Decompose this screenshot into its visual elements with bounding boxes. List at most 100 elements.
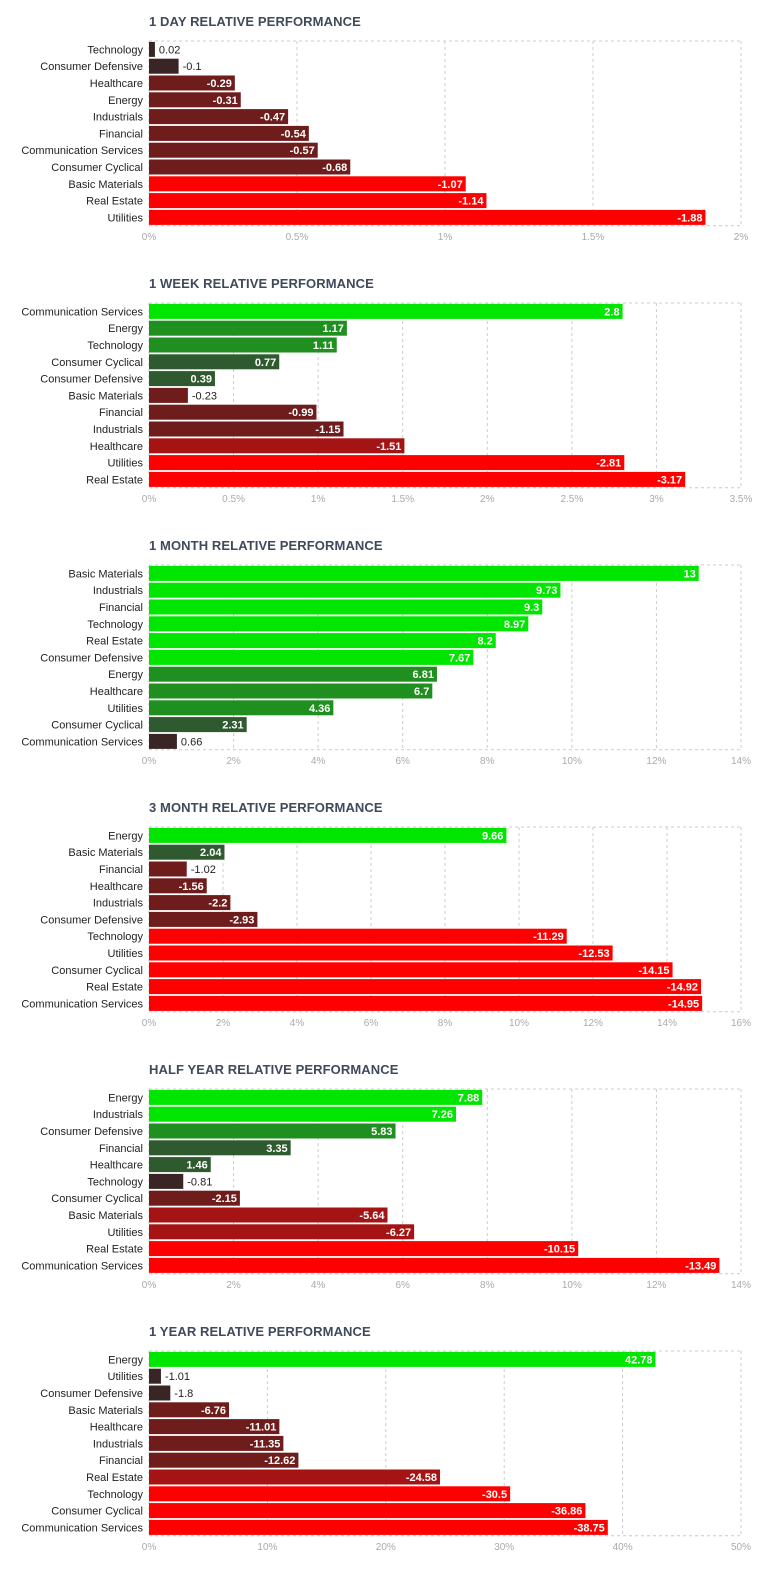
bar [149,733,177,749]
value-label: -1.88 [677,212,702,224]
bar [149,1207,388,1223]
chart-title: HALF YEAR RELATIVE PERFORMANCE [149,1062,399,1077]
value-label: -10.15 [544,1244,575,1256]
x-tick-label: 2% [226,756,241,767]
bar-chart: 0% 0.5% 1% 1.5% 2% 2.5% 3% 3.5% Communication Se… [21,302,753,505]
bar [149,404,317,420]
bar [149,633,496,649]
value-label: -14.15 [638,965,669,977]
category-label: Technology [87,340,143,352]
x-tick-label: 0% [142,1542,157,1553]
bar [149,861,187,877]
category-label: Consumer Cyclical [51,357,143,369]
bar [149,176,466,192]
category-label: Industrials [93,1109,144,1121]
bar [149,1435,284,1451]
x-tick-label: 1.5% [582,232,605,243]
value-label: 8.2 [477,636,492,648]
value-label: -0.68 [322,162,347,174]
value-label: -1.8 [174,1388,193,1400]
value-label: -30.5 [482,1489,507,1501]
category-label: Consumer Defensive [40,1126,143,1138]
bar [149,945,613,961]
x-tick-label: 4% [311,756,326,767]
bar [149,387,188,403]
x-tick-label: 10% [562,1280,582,1291]
x-tick-label: 30% [494,1542,514,1553]
x-tick-label: 3.5% [730,494,753,505]
value-label: -6.76 [201,1405,226,1417]
category-label: Industrials [93,112,144,124]
category-label: Technology [87,931,143,943]
bar [149,1157,211,1173]
x-tick-label: 8% [480,756,495,767]
x-tick-label: 10% [509,1018,529,1029]
category-label: Real Estate [86,1244,143,1256]
x-tick-label: 20% [376,1542,396,1553]
category-label: Communication Services [21,1522,143,1534]
bar [149,337,337,353]
bar [149,1190,240,1206]
value-label: 3.35 [266,1143,287,1155]
category-label: Communication Services [21,736,143,748]
category-label: Financial [99,128,143,140]
x-tick-label: 0.5% [286,232,309,243]
x-tick-label: 0% [142,1280,157,1291]
x-tick-label: 2% [226,1280,241,1291]
bar [149,354,280,370]
category-label: Industrials [93,898,144,910]
x-tick-label: 14% [657,1018,677,1029]
category-label: Technology [87,619,143,631]
category-label: Utilities [108,212,144,224]
bar [149,1106,456,1122]
category-label: Industrials [93,424,144,436]
value-label: -0.23 [192,390,217,402]
value-label: -12.62 [264,1455,295,1467]
x-tick-label: 14% [731,1280,751,1291]
value-label: -1.02 [191,864,216,876]
bar [149,125,309,141]
x-tick-label: 1.5% [391,494,414,505]
value-label: -0.1 [183,61,202,73]
value-label: 5.83 [371,1126,392,1138]
value-label: -1.01 [165,1371,190,1383]
value-label: 1.11 [313,340,334,352]
value-label: -0.31 [213,95,238,107]
value-label: -14.95 [668,998,699,1010]
value-label: 9.3 [524,602,539,614]
chart-title: 1 WEEK RELATIVE PERFORMANCE [149,276,374,291]
bar [149,717,247,733]
bar [149,979,702,995]
category-label: Consumer Defensive [40,61,143,73]
category-label: Energy [108,95,143,107]
value-label: -1.14 [458,196,484,208]
bar [149,1469,441,1485]
x-tick-label: 6% [395,1280,410,1291]
x-tick-label: 14% [731,756,751,767]
x-tick-label: 2% [480,494,495,505]
value-label: 6.81 [413,669,434,681]
category-label: Consumer Defensive [40,652,143,664]
value-label: -1.07 [438,179,463,191]
value-label: -11.35 [250,1438,281,1450]
bar [149,142,318,158]
value-label: 42.78 [625,1354,653,1366]
category-label: Consumer Cyclical [51,1506,143,1518]
value-label: 7.67 [449,652,470,664]
category-label: Basic Materials [68,179,143,191]
bar-chart: 0% 2% 4% 6% 8% 10% 12% 14% Energy 7.88 Industrials… [21,1088,751,1291]
value-label: -2.81 [596,458,621,470]
value-label: -1.56 [179,881,204,893]
x-tick-label: 10% [562,756,582,767]
category-label: Utilities [108,703,144,715]
category-label: Real Estate [86,196,143,208]
bar [149,565,699,581]
chart-panel-4: 3 MONTH RELATIVE PERFORMANCE 0% 2% 4% 6% 8% 10… [0,786,783,1048]
category-label: Basic Materials [68,568,143,580]
bar-chart: 0% 2% 4% 6% 8% 10% 12% 14% 16% Energy 9.66 Basic Ma… [21,826,751,1029]
bar-chart: 0% 10% 20% 30% 40% 50% Energy 42.78 Utilities -1.… [21,1350,751,1553]
value-label: -2.93 [229,914,254,926]
x-tick-label: 2% [734,232,749,243]
bar [149,911,258,927]
